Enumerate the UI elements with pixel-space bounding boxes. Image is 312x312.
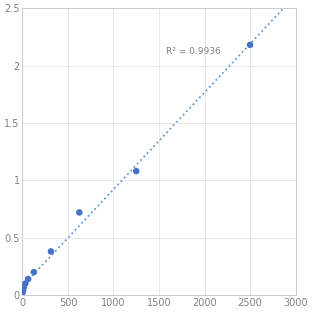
Point [21, 285, 26, 290]
Point [134, 168, 139, 173]
Point [247, 42, 252, 47]
Point [23, 281, 28, 286]
Point [26, 276, 31, 281]
Point [20, 290, 25, 295]
Point [77, 210, 82, 215]
Point [31, 270, 36, 275]
Point [21, 288, 26, 293]
Text: R² = 0.9936: R² = 0.9936 [166, 47, 221, 56]
Point [48, 249, 53, 254]
